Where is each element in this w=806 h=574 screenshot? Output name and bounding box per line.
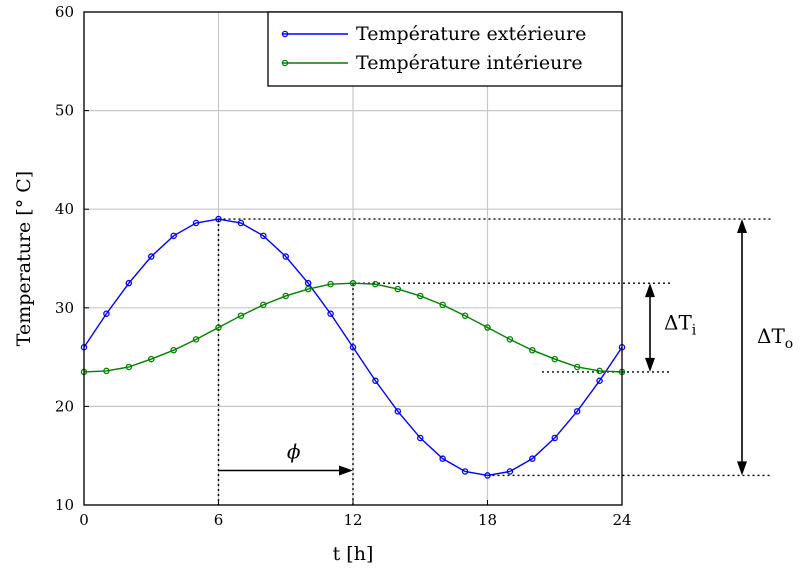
x-tick-label: 6 — [214, 511, 224, 529]
series-1-point — [596, 367, 603, 375]
series-0-point — [170, 232, 177, 240]
series-1-point — [506, 336, 514, 343]
series-0-point — [237, 219, 245, 227]
series-1-point — [416, 292, 424, 300]
legend-label-outdoor: Température extérieure — [356, 23, 586, 45]
delta-inner-label: ΔTi — [664, 311, 697, 339]
series-1-point — [304, 285, 312, 293]
phase-shift-label: ϕ — [287, 439, 301, 463]
series-layer — [80, 215, 626, 479]
series-1-point — [260, 301, 267, 309]
series-1-point — [372, 280, 379, 288]
delta-outer-arrow-head-top — [737, 219, 747, 234]
x-axis-label: t [h] — [333, 543, 374, 565]
y-tick-label: 20 — [55, 397, 74, 415]
y-tick-label: 40 — [55, 200, 74, 218]
series-1-point — [237, 312, 245, 319]
series-line-0 — [83, 218, 623, 477]
x-tick-label: 12 — [343, 511, 362, 529]
series-1-point — [573, 363, 581, 371]
y-tick-label: 30 — [55, 299, 74, 317]
series-0-point — [439, 455, 446, 462]
series-1-point — [439, 301, 446, 309]
series-0-point — [529, 455, 536, 462]
series-1-point — [484, 324, 491, 331]
x-tick-label: 24 — [612, 511, 631, 529]
series-1-point — [394, 285, 402, 293]
series-1-point — [529, 346, 536, 354]
delta-outer-arrow-head-bottom — [737, 461, 747, 476]
series-0-point — [282, 253, 289, 260]
series-0-point — [551, 434, 559, 442]
series-0-point — [327, 310, 334, 317]
series-1-point — [282, 292, 289, 300]
delta-outer-label-main: ΔT — [757, 324, 785, 348]
series-1-point — [125, 363, 133, 371]
legend-marker-indoor — [281, 59, 289, 67]
series-0-point — [147, 253, 155, 260]
series-0-point — [260, 232, 267, 240]
series-1-point — [215, 324, 222, 331]
y-tick-label: 60 — [55, 3, 74, 21]
series-1-point — [349, 279, 357, 287]
legend-label-indoor: Température intérieure — [356, 52, 583, 74]
legend-marker-outdoor — [281, 30, 289, 38]
series-0-point — [484, 472, 491, 479]
series-0-point — [596, 377, 603, 385]
series-0-point — [573, 408, 581, 415]
series-1-point — [192, 336, 200, 343]
series-0-point — [461, 468, 469, 475]
delta-inner-label-sub: i — [692, 323, 697, 339]
series-0-point — [215, 215, 222, 223]
delta-inner-arrow-head-top — [645, 283, 655, 298]
series-1-point — [461, 312, 469, 319]
series-1-point — [103, 367, 110, 375]
delta-inner-arrow-head-bottom — [645, 357, 655, 372]
annotation-lines — [217, 218, 772, 505]
delta-outer-label: ΔTo — [757, 324, 793, 352]
delta-inner-label-main: ΔT — [664, 311, 692, 335]
legend: Température extérieure Température intér… — [267, 11, 623, 87]
series-0-point — [349, 343, 357, 351]
series-0-point — [416, 434, 424, 442]
x-tick-label: 18 — [478, 511, 497, 529]
y-tick-label: 10 — [55, 496, 74, 514]
series-0-point — [394, 408, 402, 415]
series-0-point — [103, 310, 110, 317]
series-1-point — [551, 355, 559, 363]
series-0-point — [192, 219, 200, 227]
phase-arrow-head — [339, 465, 353, 476]
legend-box — [267, 11, 623, 87]
annotation-arrows — [218, 219, 747, 476]
series-0-point — [372, 377, 379, 385]
series-1-point — [170, 346, 177, 354]
y-tick-label: 50 — [55, 102, 74, 120]
series-line-1 — [83, 282, 623, 373]
delta-outer-label-sub: o — [785, 336, 793, 352]
series-1-point — [327, 280, 334, 288]
series-0-point — [125, 279, 133, 287]
x-tick-label: 0 — [79, 511, 89, 529]
series-0-point — [506, 468, 514, 475]
y-axis-label: Temperature [° C] — [13, 171, 35, 346]
series-1-point — [147, 355, 155, 363]
series-0-point — [304, 279, 312, 287]
axis-ticks: 0 6 12 18 24 10 20 30 40 50 60 — [55, 3, 632, 529]
